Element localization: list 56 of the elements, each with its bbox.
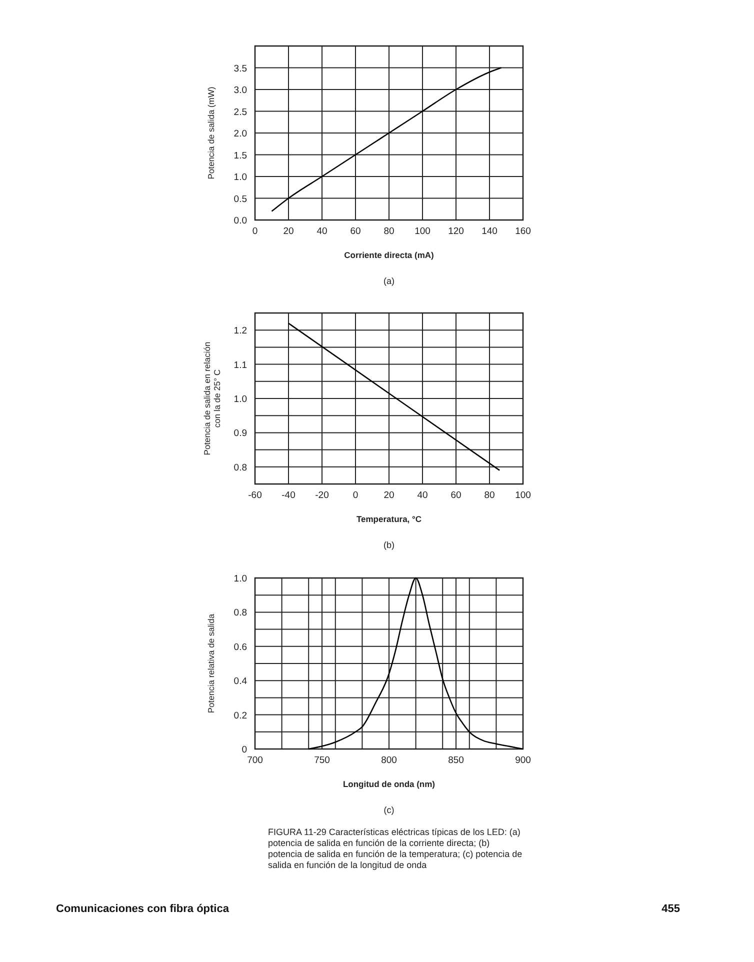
y-tick-label: 0 (242, 744, 247, 756)
y-tick-label: 2.0 (234, 128, 247, 140)
x-tick-label: 0 (352, 490, 358, 501)
y-tick-label: 0.8 (234, 462, 247, 474)
text: Comunicaciones con fibra óptica (56, 903, 230, 915)
x-tick-label: 900 (515, 755, 531, 766)
y-tick-label: 0.2 (234, 710, 247, 722)
text: 455 (662, 903, 680, 915)
y-tick-label: 1.0 (234, 394, 247, 405)
x-tick-label: 60 (350, 226, 361, 237)
x-tick-label: 800 (381, 755, 397, 766)
y-tick-label: 0.9 (234, 428, 247, 440)
x-tick-label: 750 (314, 755, 330, 766)
x-tick-label: 120 (448, 226, 464, 237)
y-tick-label: 1.2 (234, 326, 247, 337)
y-tick-label: 0.4 (234, 676, 247, 688)
x-tick-label: 850 (448, 755, 464, 766)
y-tick-label: 0.8 (234, 608, 247, 619)
line-series (308, 577, 524, 750)
x-tick-label: 80 (384, 226, 394, 237)
y-axis-title: Potencia de salida (mW) (206, 86, 216, 180)
x-tick-label: 140 (482, 226, 498, 237)
x-tick-label: 80 (484, 490, 495, 501)
y-tick-label: 3.5 (234, 63, 247, 74)
y-tick-label: 1.0 (234, 172, 247, 183)
x-tick-label: 20 (384, 490, 394, 501)
x-axis-title: Temperatura, °C (356, 514, 422, 524)
y-tick-label: 1.5 (234, 150, 247, 162)
x-tick-label: -40 (282, 490, 296, 501)
y-tick-label: 3.0 (234, 85, 247, 96)
x-tick-label: 40 (316, 226, 328, 237)
y-tick-label: 2.5 (234, 106, 247, 118)
line-series (271, 67, 502, 212)
y-tick-label: 1.0 (234, 574, 247, 584)
x-tick-label: -60 (248, 490, 262, 501)
x-tick-label: 160 (515, 226, 531, 237)
x-tick-label: 40 (417, 490, 428, 501)
x-axis-title: Longitud de onda (nm) (342, 779, 436, 789)
text: (a) (384, 276, 394, 286)
x-tick-label: 100 (414, 226, 430, 237)
x-tick-label: 100 (515, 490, 531, 501)
y-tick-label: 0.5 (234, 194, 247, 205)
y-axis-title: Potencia relativa de salida (206, 614, 216, 714)
text: FIGURA 11-29 Características eléctricas típicas de los LED: (a) potencia de salida en función de la corriente directa; (b) potencia de salida en función de la temperatura; (c) potencia de salida en función de la longitud de onda (268, 827, 522, 870)
x-tick-label: -20 (315, 490, 329, 501)
text: (c) (384, 805, 394, 815)
y-tick-label: 0.6 (234, 642, 247, 653)
x-tick-label: 20 (283, 226, 294, 237)
x-axis-title: Corriente directa (mA) (344, 250, 434, 260)
x-tick-label: 0 (252, 226, 258, 237)
y-axis-title: Potencia de salida en relación con la de 25° C (202, 342, 222, 456)
y-tick-label: 1.1 (234, 360, 247, 371)
x-tick-label: 60 (450, 490, 462, 501)
text: (b) (384, 540, 394, 550)
y-tick-label: 0.0 (234, 216, 247, 226)
x-tick-label: 700 (247, 755, 263, 766)
